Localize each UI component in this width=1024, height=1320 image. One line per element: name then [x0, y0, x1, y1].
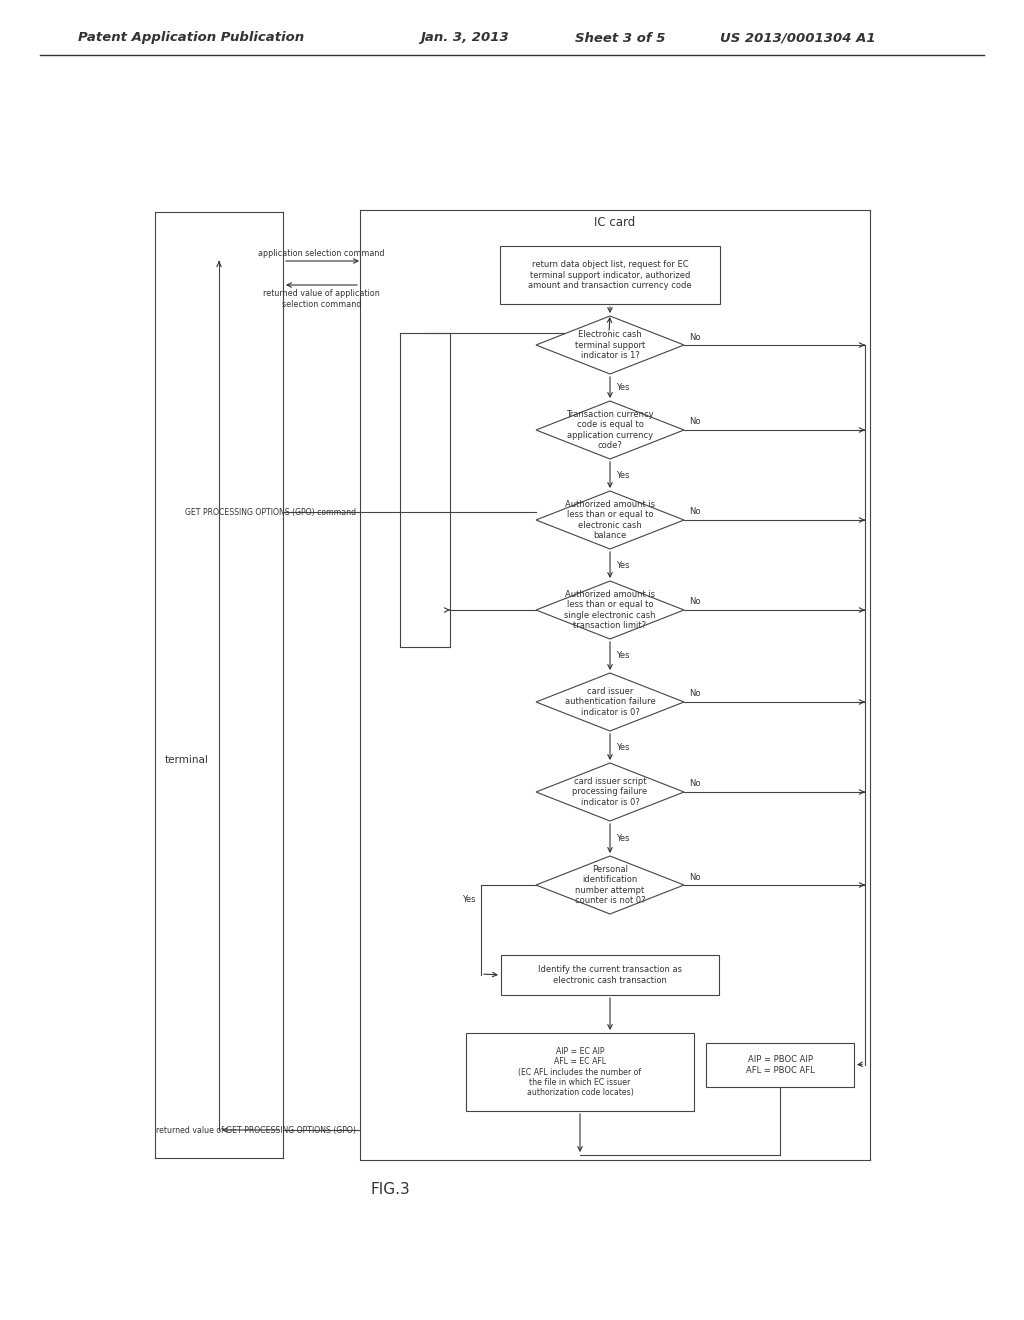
Text: card issuer script
processing failure
indicator is 0?: card issuer script processing failure in… — [572, 777, 647, 807]
Text: Electronic cash
terminal support
indicator is 1?: Electronic cash terminal support indicat… — [574, 330, 645, 360]
Text: return data object list, request for EC
terminal support indicator, authorized
a: return data object list, request for EC … — [528, 260, 692, 290]
Text: returned value of application
selection command: returned value of application selection … — [263, 289, 380, 309]
Text: Authorized amount is
less than or equal to
electronic cash
balance: Authorized amount is less than or equal … — [565, 500, 655, 540]
Text: Identify the current transaction as
electronic cash transaction: Identify the current transaction as elec… — [538, 965, 682, 985]
Text: application selection command: application selection command — [258, 248, 385, 257]
Text: Jan. 3, 2013: Jan. 3, 2013 — [420, 32, 509, 45]
Polygon shape — [536, 763, 684, 821]
Text: Personal
identification
number attempt
counter is not 0?: Personal identification number attempt c… — [574, 865, 645, 906]
Text: Sheet 3 of 5: Sheet 3 of 5 — [575, 32, 666, 45]
Text: Patent Application Publication: Patent Application Publication — [78, 32, 304, 45]
Polygon shape — [536, 491, 684, 549]
Text: No: No — [689, 598, 700, 606]
Text: Authorized amount is
less than or equal to
single electronic cash
transaction li: Authorized amount is less than or equal … — [564, 590, 655, 630]
Text: No: No — [689, 873, 700, 882]
Text: No: No — [689, 689, 700, 698]
Text: No: No — [689, 333, 700, 342]
Text: No: No — [689, 507, 700, 516]
Text: IC card: IC card — [594, 216, 636, 230]
Text: Yes: Yes — [616, 742, 630, 751]
Text: FIG.3: FIG.3 — [370, 1183, 410, 1197]
Text: card issuer
authentication failure
indicator is 0?: card issuer authentication failure indic… — [564, 688, 655, 717]
Text: US 2013/0001304 A1: US 2013/0001304 A1 — [720, 32, 876, 45]
Text: returned value of GET PROCESSING OPTIONS (GPO): returned value of GET PROCESSING OPTIONS… — [156, 1126, 356, 1134]
Polygon shape — [536, 401, 684, 459]
Text: Transaction currency
code is equal to
application currency
code?: Transaction currency code is equal to ap… — [566, 411, 653, 450]
Polygon shape — [536, 855, 684, 913]
Bar — [706, 1043, 854, 1086]
Text: Yes: Yes — [616, 561, 630, 569]
Bar — [500, 246, 720, 304]
Polygon shape — [536, 581, 684, 639]
Text: Yes: Yes — [616, 470, 630, 479]
Text: No: No — [689, 780, 700, 788]
Polygon shape — [536, 315, 684, 374]
Text: terminal: terminal — [165, 755, 209, 766]
Text: Yes: Yes — [616, 383, 630, 392]
Text: Yes: Yes — [463, 895, 476, 904]
Text: AIP = PBOC AIP
AFL = PBOC AFL: AIP = PBOC AIP AFL = PBOC AFL — [745, 1055, 814, 1074]
Text: Yes: Yes — [616, 652, 630, 660]
Text: AIP = EC AIP
AFL = EC AFL
(EC AFL includes the number of
the file in which EC is: AIP = EC AIP AFL = EC AFL (EC AFL includ… — [518, 1047, 641, 1097]
Text: Yes: Yes — [616, 834, 630, 843]
Text: GET PROCESSING OPTIONS (GPO) command: GET PROCESSING OPTIONS (GPO) command — [185, 507, 356, 516]
Text: No: No — [689, 417, 700, 426]
Polygon shape — [536, 673, 684, 731]
Bar — [466, 1034, 694, 1111]
Bar — [501, 954, 719, 995]
